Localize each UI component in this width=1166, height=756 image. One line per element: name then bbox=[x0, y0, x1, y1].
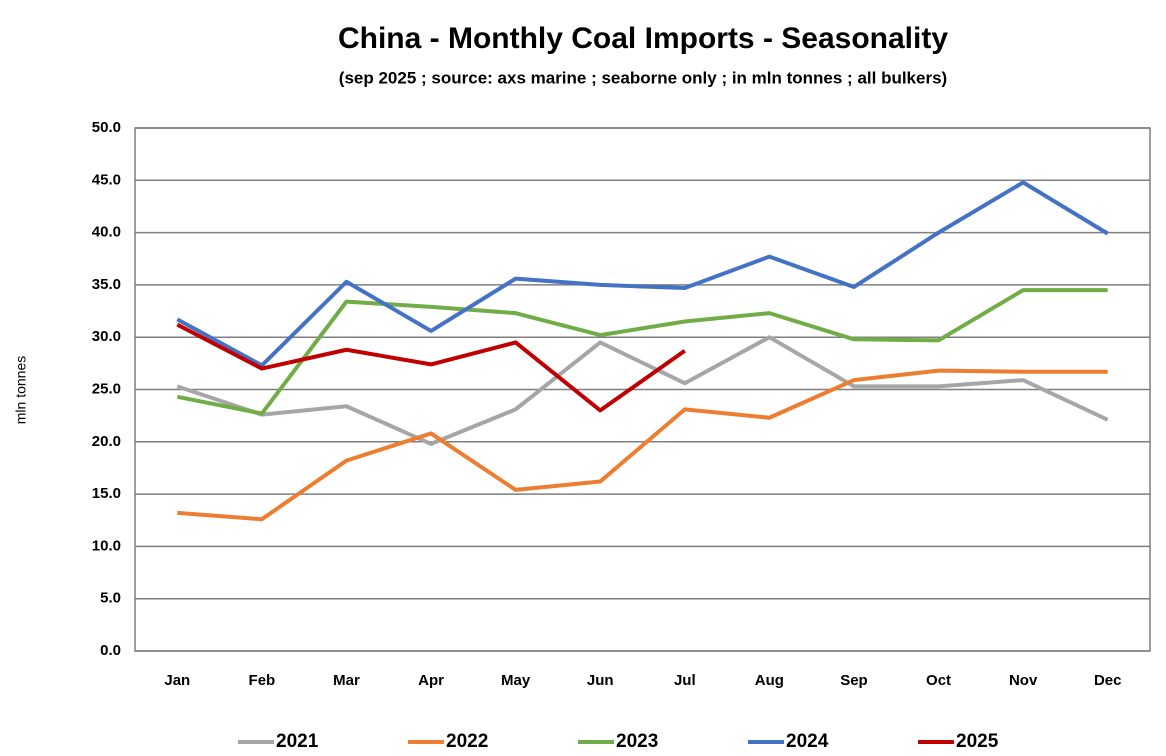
y-tick-label: 50.0 bbox=[92, 119, 121, 136]
x-tick-label: Dec bbox=[1094, 672, 1122, 689]
series-line bbox=[176, 288, 1108, 416]
legend-label: 2023 bbox=[616, 731, 658, 752]
legend-label: 2024 bbox=[786, 731, 829, 752]
x-tick-label: Apr bbox=[418, 672, 444, 689]
x-tick-label: Feb bbox=[249, 672, 276, 689]
chart-subtitle: (sep 2025 ; source: axs marine ; seaborn… bbox=[339, 68, 947, 87]
x-tick-label: Aug bbox=[755, 672, 784, 689]
y-axis-label: mln tonnes bbox=[13, 356, 29, 424]
x-tick-label: Mar bbox=[333, 672, 360, 689]
y-tick-label: 0.0 bbox=[100, 642, 121, 659]
series-line bbox=[177, 368, 1108, 522]
x-tick-label: Jun bbox=[587, 672, 614, 689]
y-tick-label: 15.0 bbox=[92, 485, 121, 502]
x-tick-label: Nov bbox=[1009, 672, 1038, 689]
series-line bbox=[176, 335, 1109, 446]
y-tick-label: 25.0 bbox=[92, 380, 121, 397]
legend-label: 2022 bbox=[446, 731, 488, 752]
chart-title: China - Monthly Coal Imports - Seasonali… bbox=[338, 22, 948, 55]
x-tick-label: May bbox=[501, 672, 531, 689]
x-tick-label: Jan bbox=[164, 672, 190, 689]
y-tick-label: 30.0 bbox=[92, 328, 121, 345]
y-tick-label: 5.0 bbox=[100, 590, 121, 607]
x-tick-label: Oct bbox=[926, 672, 951, 689]
x-tick-label: Jul bbox=[674, 672, 696, 689]
y-tick-label: 10.0 bbox=[92, 537, 121, 554]
y-tick-label: 20.0 bbox=[92, 433, 121, 450]
series-line bbox=[176, 322, 686, 413]
y-tick-label: 35.0 bbox=[92, 276, 121, 293]
x-tick-label: Sep bbox=[840, 672, 868, 689]
y-tick-label: 45.0 bbox=[92, 171, 121, 188]
y-tick-label: 40.0 bbox=[92, 224, 121, 241]
series-line bbox=[176, 180, 1109, 368]
plot-border bbox=[134, 127, 1151, 652]
legend-label: 2021 bbox=[276, 731, 319, 752]
legend-label: 2025 bbox=[956, 731, 999, 752]
